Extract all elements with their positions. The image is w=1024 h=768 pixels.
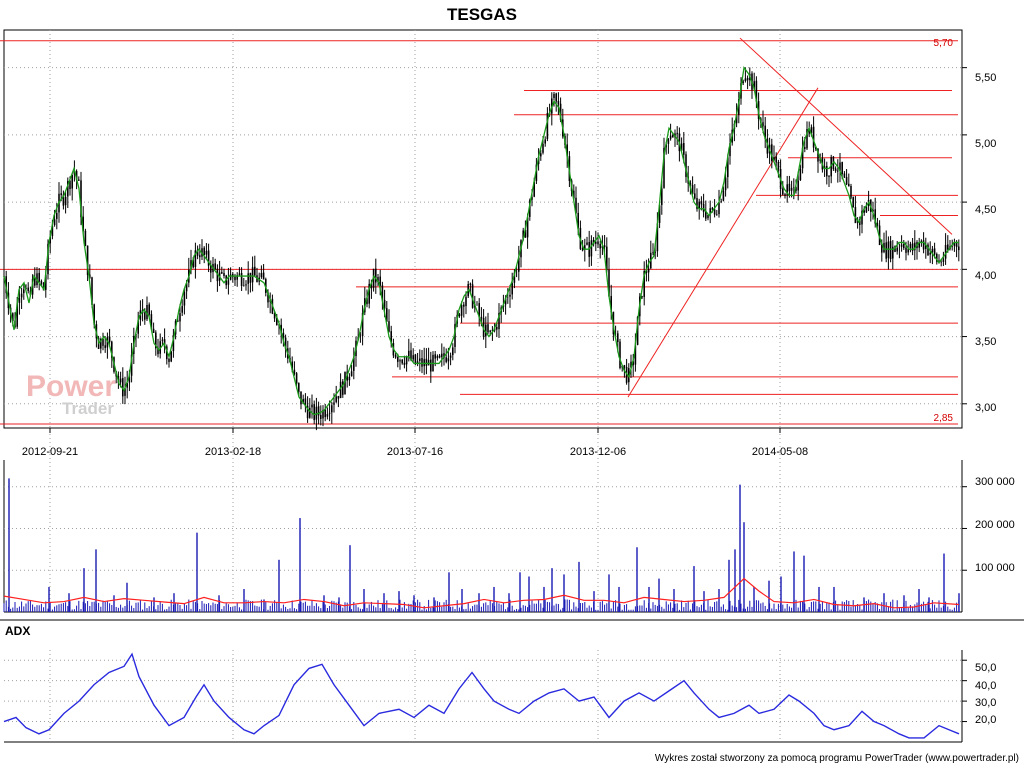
price-grid: [3, 29, 967, 742]
price-axis: 5,50 5,00 4,50 4,00 3,50 3,00: [975, 72, 996, 414]
volume-tick-label: 200 000: [975, 519, 1015, 531]
price-tick-label: 4,50: [975, 204, 996, 216]
watermark-trader: Trader: [62, 399, 114, 418]
adx-tick-label: 20,0: [975, 714, 996, 726]
price-trendline: [627, 87, 819, 398]
adx-label: ADX: [5, 624, 30, 638]
x-tick-label: 2012-09-21: [22, 446, 78, 458]
x-tick-label: 2013-12-06: [570, 446, 626, 458]
moving-average-line: [3, 66, 959, 416]
adx-tick-label: 30,0: [975, 697, 996, 709]
volume-average: [3, 577, 960, 609]
price-panel: 5,50 5,00 4,50 4,00 3,50 3,00 5,70 2,85 …: [0, 29, 996, 742]
price-tick-label: 5,00: [975, 138, 996, 150]
price-moving-average: [3, 66, 959, 416]
x-tick-label: 2013-07-16: [387, 446, 443, 458]
price-tick-label: 3,00: [975, 402, 996, 414]
footer-credit: Wykres został stworzony za pomocą progra…: [655, 753, 1019, 764]
price-max-annotation: 5,70: [934, 38, 954, 49]
adx-panel: ADX 50,0 40,0 30,0 20,0: [0, 619, 1024, 743]
price-tick-label: 5,50: [975, 72, 996, 84]
price-trendline: [739, 37, 953, 235]
volume-average-line: [3, 577, 960, 609]
chart-title: TESGAS: [447, 5, 517, 24]
price-frame: [3, 29, 963, 429]
price-tick-label: 4,00: [975, 270, 996, 282]
adx-tick-label: 50,0: [975, 662, 996, 674]
price-min-annotation: 2,85: [934, 413, 954, 424]
adx-tick-label: 40,0: [975, 680, 996, 692]
x-tick-label: 2013-02-18: [205, 446, 261, 458]
volume-panel: 100 000 200 000 300 000: [3, 460, 1015, 613]
watermark-power: Power: [26, 370, 116, 403]
price-trendlines: [0, 37, 958, 425]
x-tick-label: 2014-05-08: [752, 446, 808, 458]
watermark-logo: Power Trader: [26, 370, 116, 418]
price-tick-label: 3,50: [975, 336, 996, 348]
volume-tick-label: 300 000: [975, 476, 1015, 488]
adx-series-line: [3, 652, 960, 739]
x-axis: 2012-09-21 2013-02-18 2013-07-16 2013-12…: [22, 446, 808, 458]
adx-line: [3, 652, 960, 739]
adx-grid: [0, 619, 1024, 743]
volume-tick-label: 100 000: [975, 562, 1015, 574]
